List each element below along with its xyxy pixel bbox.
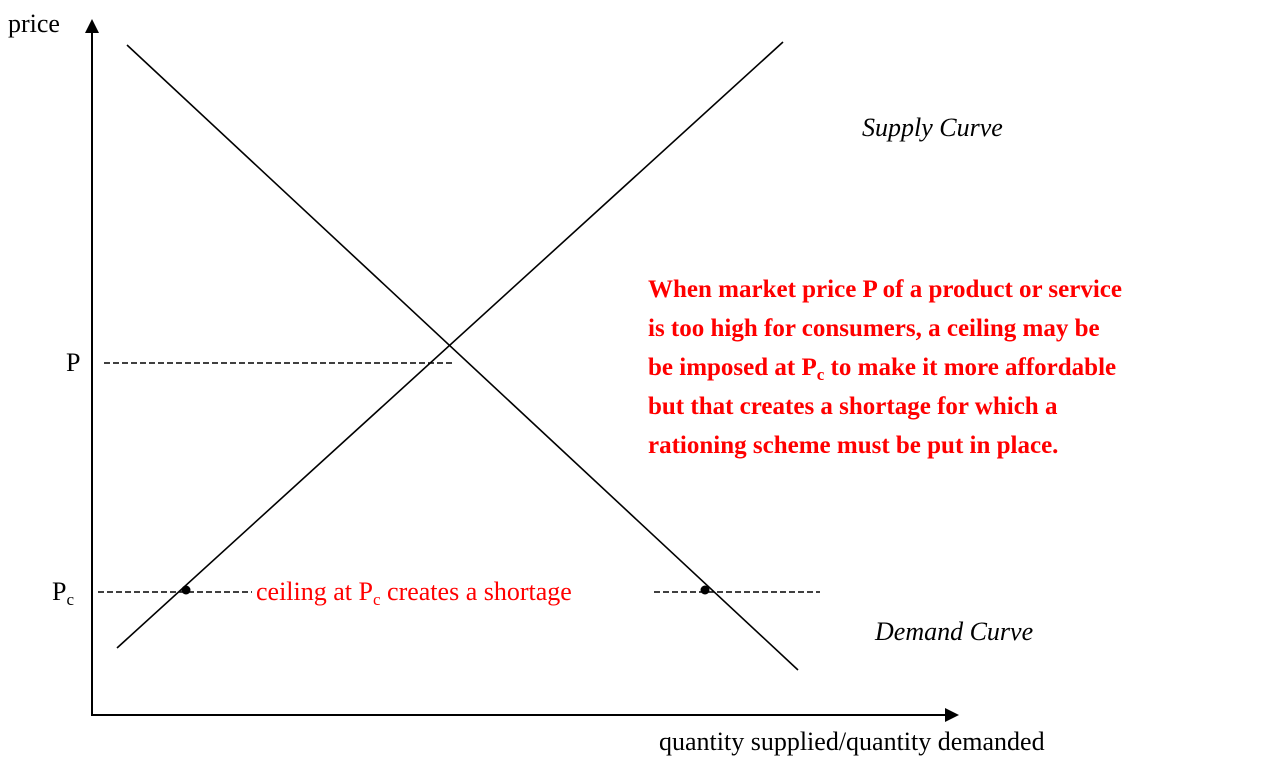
explanation-line: but that creates a shortage for which a	[648, 393, 1058, 420]
explanation-line: is too high for consumers, a ceiling may…	[648, 315, 1100, 342]
supply-label: Supply Curve	[862, 113, 1003, 142]
demand-curve	[126, 44, 799, 671]
shortage-note: ceiling at Pc creates a shortage	[256, 577, 572, 609]
supply-point	[181, 585, 191, 595]
demand-point	[700, 585, 710, 595]
line3-sub: c	[817, 365, 825, 384]
explanation-line: When market price P of a product or serv…	[648, 276, 1122, 303]
ceiling-sub: c	[66, 590, 74, 609]
note-sub: c	[373, 590, 381, 609]
note-before: ceiling at P	[256, 577, 373, 606]
explanation-line: rationing scheme must be put in place.	[648, 432, 1058, 459]
line3-before: be imposed at P	[648, 354, 817, 381]
note-after: creates a shortage	[381, 577, 572, 606]
price-label: P	[66, 348, 80, 377]
line3-after: to make it more affordable	[824, 354, 1116, 381]
ceiling-label: Pc	[52, 577, 74, 609]
explanation: When market price P of a product or serv…	[648, 276, 1122, 459]
x-axis-label: quantity supplied/quantity demanded	[659, 727, 1045, 756]
demand-label: Demand Curve	[874, 617, 1033, 646]
explanation-line: be imposed at Pc to make it more afforda…	[648, 354, 1116, 384]
y-axis-label: price	[8, 9, 60, 38]
ceiling-main: P	[52, 577, 66, 606]
